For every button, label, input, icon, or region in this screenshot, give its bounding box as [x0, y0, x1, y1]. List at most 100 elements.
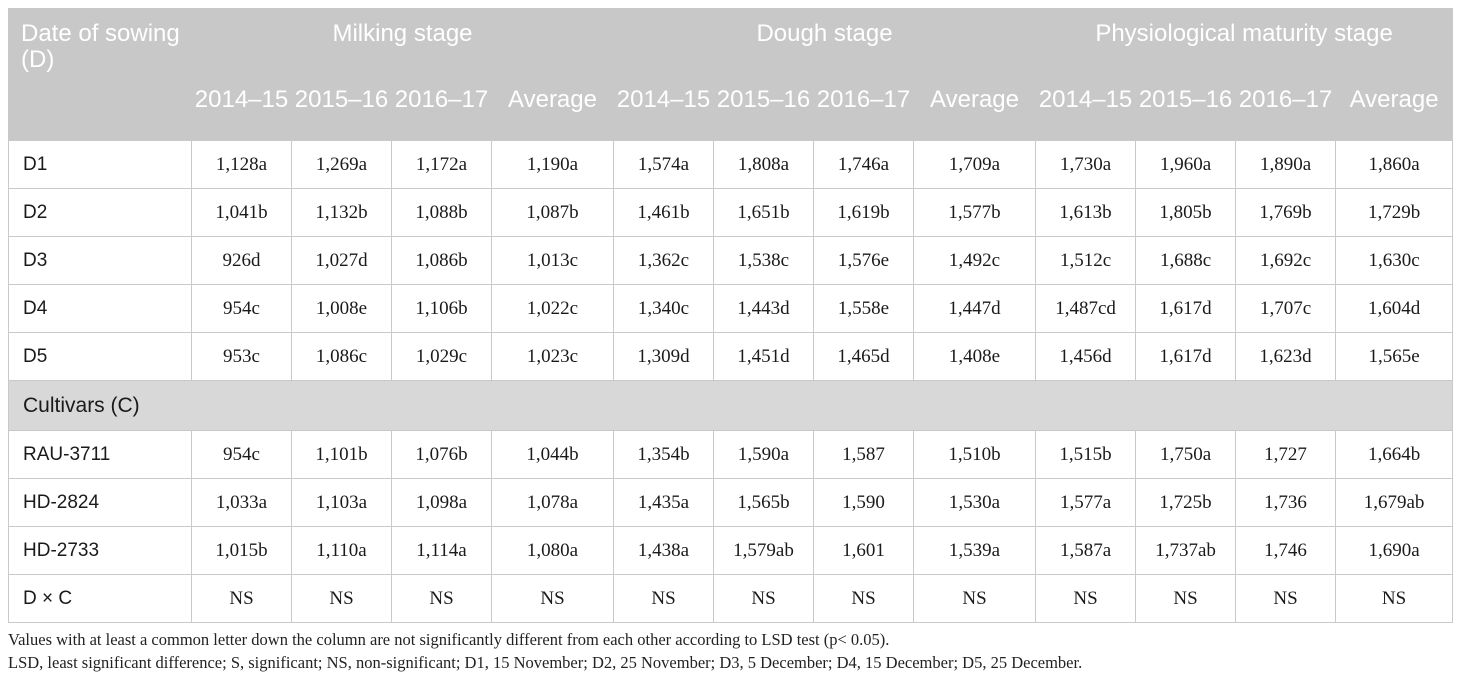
table-cell: 1,033a: [191, 478, 292, 527]
subheader-row: 2014–15 2015–16 2016–17 Average 2014–15 2015–…: [9, 59, 1454, 141]
table-cell: 1,590: [813, 478, 914, 527]
table-cell: 1,601: [813, 526, 914, 575]
table-cell: 1,269a: [291, 140, 392, 189]
table-cell: NS: [1035, 574, 1137, 623]
table-cell: 1,027d: [291, 236, 392, 285]
table-cell: 1,577b: [912, 188, 1037, 237]
table-cell: 1,044b: [491, 430, 614, 479]
table-cell: NS: [912, 574, 1037, 623]
subcolumn-header: 2015–16: [291, 59, 392, 141]
table-cell: 1,354b: [613, 430, 714, 479]
table-cell: NS: [491, 574, 614, 623]
row-label: D × C: [8, 574, 192, 623]
table-cell: 1,362c: [613, 236, 714, 285]
table-cell: 1,613b: [1035, 188, 1137, 237]
data-table: Date of sowing (D) Milking stage Dough s…: [7, 8, 1454, 623]
table-cell: 1,590a: [713, 430, 814, 479]
section-label: Cultivars (C): [7, 380, 1454, 431]
table-row: D2 1,041b 1,132b 1,088b 1,087b 1,461b 1,651b 1,…: [8, 188, 1454, 237]
table-cell: 1,769b: [1235, 188, 1337, 237]
table-cell: 1,190a: [491, 140, 614, 189]
table-cell: NS: [1335, 574, 1454, 623]
table-cell: 1,574a: [613, 140, 714, 189]
table-cell: 1,690a: [1335, 526, 1454, 575]
table-cell: 1,539a: [912, 526, 1037, 575]
table-cell: 1,086b: [391, 236, 492, 285]
table-cell: 1,558e: [813, 284, 914, 333]
table-row: D1 1,128a 1,269a 1,172a 1,190a 1,574a 1,808a 1,…: [8, 140, 1454, 189]
table-cell: NS: [391, 574, 492, 623]
table-cell: 1,447d: [912, 284, 1037, 333]
subcolumn-header: 2016–17: [813, 59, 914, 141]
table-cell: 954c: [191, 284, 292, 333]
table-cell: 1,730a: [1035, 140, 1137, 189]
table-cell: 1,087b: [491, 188, 614, 237]
subcolumn-header: Average: [491, 59, 614, 141]
group-header-maturity: Physiological maturity stage: [1035, 8, 1454, 60]
table-cell: 1,515b: [1035, 430, 1137, 479]
table-cell: 1,587: [813, 430, 914, 479]
table-cell: 1,022c: [491, 284, 614, 333]
table-cell: 1,709a: [912, 140, 1037, 189]
table-cell: 1,538c: [713, 236, 814, 285]
table-cell: 1,456d: [1035, 332, 1137, 381]
table-cell: 1,579ab: [713, 526, 814, 575]
table-cell: 1,651b: [713, 188, 814, 237]
table-cell: 1,172a: [391, 140, 492, 189]
table-cell: 1,565b: [713, 478, 814, 527]
table-cell: 1,015b: [191, 526, 292, 575]
table-cell: NS: [191, 574, 292, 623]
table-cell: 1,110a: [291, 526, 392, 575]
table-cell: 1,132b: [291, 188, 392, 237]
table-row: D4 954c 1,008e 1,106b 1,022c 1,340c 1,443d 1,55…: [8, 284, 1454, 333]
table-cell: 1,805b: [1135, 188, 1237, 237]
table-cell: 1,465d: [813, 332, 914, 381]
table-cell: 1,630c: [1335, 236, 1454, 285]
table-cell: 1,688c: [1135, 236, 1237, 285]
table-row: RAU-3711 954c 1,101b 1,076b 1,044b 1,354b 1,59…: [8, 430, 1454, 479]
table-cell: 1,576e: [813, 236, 914, 285]
table-footnotes: Values with at least a common letter dow…: [8, 628, 1452, 674]
table-header: Date of sowing (D) Milking stage Dough s…: [8, 8, 1454, 141]
table-cell: 1,408e: [912, 332, 1037, 381]
subcolumn-header: Average: [1335, 59, 1454, 141]
table-cell: 1,960a: [1135, 140, 1237, 189]
table-cell: 1,707c: [1235, 284, 1337, 333]
table-cell: 1,114a: [391, 526, 492, 575]
table-cell: 1,617d: [1135, 332, 1237, 381]
table-cell: 1,106b: [391, 284, 492, 333]
table-cell: 1,487cd: [1035, 284, 1137, 333]
table-cell: 1,725b: [1135, 478, 1237, 527]
table-cell: NS: [1135, 574, 1237, 623]
table-cell: 1,619b: [813, 188, 914, 237]
table-cell: 1,103a: [291, 478, 392, 527]
table-body: D1 1,128a 1,269a 1,172a 1,190a 1,574a 1,808a 1,…: [7, 140, 1454, 623]
subcolumn-header: 2014–15: [1035, 59, 1137, 141]
table-cell: 1,435a: [613, 478, 714, 527]
table-cell: 1,023c: [491, 332, 614, 381]
table-cell: 1,746a: [813, 140, 914, 189]
subcolumn-header: 2016–17: [391, 59, 492, 141]
subcolumn-header: 2014–15: [613, 59, 714, 141]
table-cell: 1,510b: [912, 430, 1037, 479]
table-cell: NS: [613, 574, 714, 623]
table-row: D × C NS NS NS NS NS NS NS NS NS NS NS NS: [8, 574, 1454, 623]
table-row: D3 926d 1,027d 1,086b 1,013c 1,362c 1,538c 1,57…: [8, 236, 1454, 285]
table-cell: 1,008e: [291, 284, 392, 333]
table-cell: 1,128a: [191, 140, 292, 189]
table-cell: 1,604d: [1335, 284, 1454, 333]
table-cell: 954c: [191, 430, 292, 479]
row-label: D5: [8, 332, 192, 381]
group-header-milking: Milking stage: [191, 8, 614, 60]
table-cell: 1,679ab: [1335, 478, 1454, 527]
table-cell: 1,664b: [1335, 430, 1454, 479]
table-cell: 1,078a: [491, 478, 614, 527]
table-cell: 1,086c: [291, 332, 392, 381]
table-cell: 1,860a: [1335, 140, 1454, 189]
table-cell: 1,041b: [191, 188, 292, 237]
table-cell: 1,577a: [1035, 478, 1137, 527]
table-cell: NS: [1235, 574, 1337, 623]
table-cell: 953c: [191, 332, 292, 381]
subcolumn-header: 2015–16: [1135, 59, 1237, 141]
table-cell: 1,736: [1235, 478, 1337, 527]
